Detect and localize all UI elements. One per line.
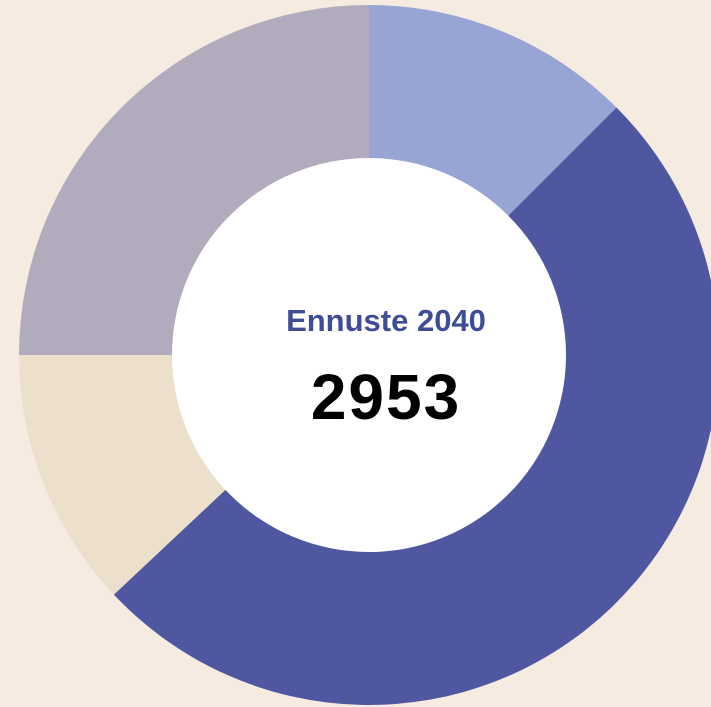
total-value: 2953 xyxy=(311,361,461,433)
chart-title: Ennuste 2040 xyxy=(286,303,486,338)
donut-hole xyxy=(172,158,566,552)
